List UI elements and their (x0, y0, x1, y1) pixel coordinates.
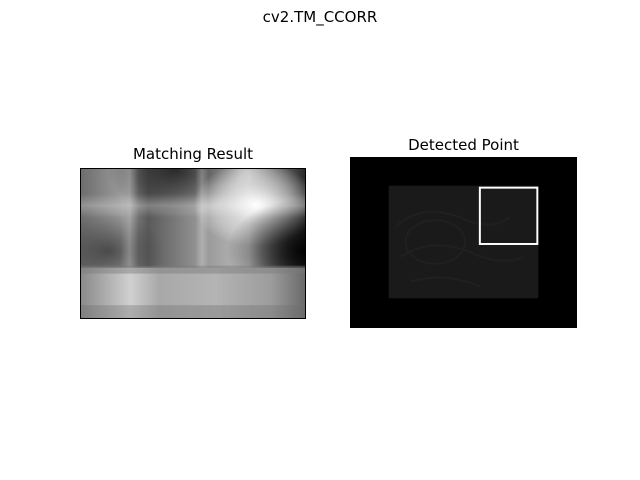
matching-result-title: Matching Result (132, 145, 254, 163)
matching-result-heatmap (81, 169, 305, 318)
detected-point-canvas (351, 158, 576, 327)
matching-result-image (80, 168, 306, 319)
detected-point-image (350, 157, 577, 328)
source-image-region (388, 185, 539, 299)
figure-title: cv2.TM_CCORR (262, 8, 378, 26)
detection-rectangle (478, 186, 539, 245)
detected-point-title: Detected Point (408, 136, 519, 154)
